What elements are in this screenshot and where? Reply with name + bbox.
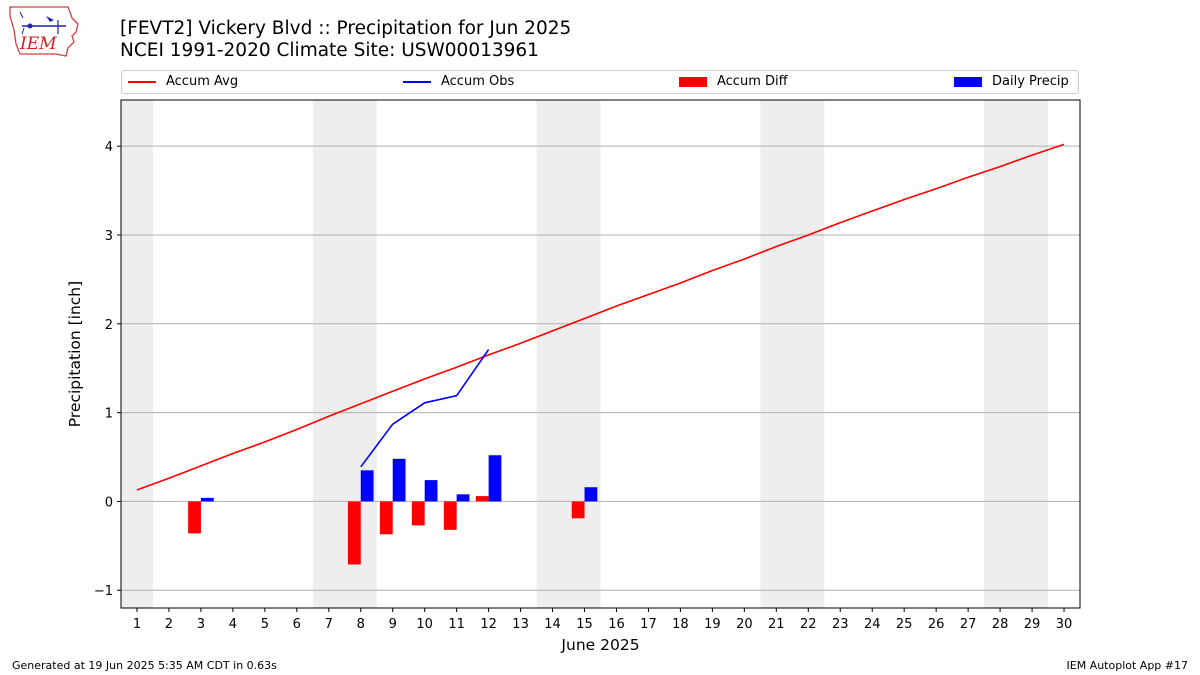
legend-label-accum-avg: Accum Avg [166,74,239,89]
x-tick-label-4: 4 [229,617,237,632]
accum-diff-bar-15 [571,501,585,519]
x-tick-label-28: 28 [992,617,1009,632]
x-tick-label-3: 3 [197,617,205,632]
y-tick-label-0: 0 [105,495,113,510]
daily-precip-bar-10 [424,480,438,502]
accum-diff-bar-12 [475,496,489,502]
accum-diff-bar-3 [188,501,201,534]
generated-timestamp: Generated at 19 Jun 2025 5:35 AM CDT in … [12,659,277,672]
x-tick-label-23: 23 [832,617,849,632]
legend-item-accum-avg: Accum Avg [128,74,238,89]
x-tick-label-8: 8 [357,617,365,632]
legend-item-accum-obs: Accum Obs [403,74,514,89]
accum-obs-line [360,349,490,468]
x-axis-label: June 2025 [560,636,639,654]
daily-precip-bar-9 [392,458,406,502]
x-tick-label-22: 22 [800,617,817,632]
y-tick-label-3: 3 [105,229,113,244]
daily-precip-bar-3 [200,497,214,502]
weekend-band-3 [760,100,825,608]
accum-obs-swatch [403,80,431,83]
x-tick-label-20: 20 [736,617,753,632]
iem-logo-text: IEM [19,34,57,54]
x-tick-label-5: 5 [261,617,269,632]
daily-precip-swatch [954,76,982,87]
weekend-band-1 [312,100,377,608]
legend-item-accum-diff: Accum Diff [679,74,788,89]
accum-diff-bar-8 [347,501,361,565]
iem-logo: IEM [9,6,79,57]
accum-diff-bar-11 [443,501,457,530]
x-tick-label-15: 15 [576,617,593,632]
y-axis-label: Precipitation [inch] [66,281,84,427]
x-tick-label-27: 27 [960,617,977,632]
chart-title: [FEVT2] Vickery Blvd :: Precipitation fo… [120,18,572,39]
x-tick-label-13: 13 [512,617,529,632]
app-credit: IEM Autoplot App #17 [1066,659,1189,672]
legend-label-daily-precip: Daily Precip [992,74,1069,89]
y-tick-label-1: 1 [105,407,113,422]
legend-label-accum-diff: Accum Diff [717,74,788,89]
weekend-band-4 [984,100,1049,608]
legend-item-daily-precip: Daily Precip [954,74,1069,89]
x-tick-label-16: 16 [608,617,625,632]
x-tick-label-24: 24 [864,617,881,632]
accum-diff-bar-9 [379,501,393,535]
y-tick-label--1: −1 [94,584,113,599]
x-tick-label-14: 14 [544,617,561,632]
x-tick-label-7: 7 [325,617,333,632]
chart-subtitle: NCEI 1991-2020 Climate Site: USW00013961 [120,40,539,61]
chart-title-block: [FEVT2] Vickery Blvd :: Precipitation fo… [120,18,571,62]
x-tick-label-17: 17 [640,617,657,632]
accum-diff-bar-10 [411,501,425,526]
x-tick-label-1: 1 [133,617,141,632]
chart-legend: Accum Avg Accum Obs Accum Diff Daily Pre… [121,70,1079,94]
accum-avg-line [136,143,1065,491]
x-tick-label-25: 25 [896,617,913,632]
x-tick-label-11: 11 [448,617,465,632]
daily-precip-bar-11 [456,494,470,502]
daily-precip-bar-12 [488,455,502,502]
x-tick-label-30: 30 [1056,617,1073,632]
y-tick-label-2: 2 [105,318,113,333]
accum-avg-swatch [128,80,156,83]
accum-diff-swatch [679,76,707,87]
x-tick-label-18: 18 [672,617,689,632]
x-tick-label-2: 2 [165,617,173,632]
x-tick-label-21: 21 [768,617,785,632]
x-tick-label-12: 12 [480,617,497,632]
y-tick-label-4: 4 [105,140,113,155]
x-tick-label-19: 19 [704,617,721,632]
x-tick-label-6: 6 [293,617,301,632]
x-tick-label-29: 29 [1024,617,1041,632]
x-tick-label-26: 26 [928,617,945,632]
x-tick-label-10: 10 [416,617,433,632]
daily-precip-bar-8 [360,470,374,502]
weekend-band-2 [536,100,601,608]
legend-label-accum-obs: Accum Obs [441,74,515,89]
plot-frame [120,99,1081,609]
x-tick-label-9: 9 [389,617,397,632]
daily-precip-bar-15 [584,487,598,502]
weekend-band-0 [121,100,153,608]
